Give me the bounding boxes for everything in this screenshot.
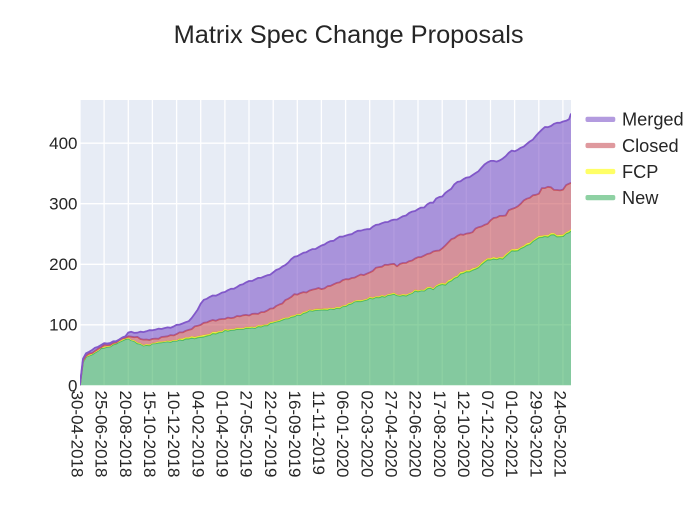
svg-text:20-08-2018: 20-08-2018 <box>116 391 135 478</box>
svg-text:06-01-2020: 06-01-2020 <box>333 391 352 478</box>
svg-text:17-08-2020: 17-08-2020 <box>430 391 449 478</box>
svg-text:01-02-2021: 01-02-2021 <box>502 391 521 478</box>
svg-text:30-04-2018: 30-04-2018 <box>68 391 87 478</box>
svg-text:300: 300 <box>49 195 77 214</box>
svg-text:400: 400 <box>49 134 77 153</box>
svg-text:0: 0 <box>68 376 77 395</box>
svg-text:04-02-2019: 04-02-2019 <box>188 391 207 478</box>
svg-text:Closed: Closed <box>622 136 679 156</box>
svg-text:11-11-2019: 11-11-2019 <box>309 391 328 475</box>
svg-text:02-03-2020: 02-03-2020 <box>357 391 376 478</box>
svg-text:24-05-2021: 24-05-2021 <box>551 391 570 478</box>
svg-text:100: 100 <box>49 316 77 335</box>
svg-text:22-07-2019: 22-07-2019 <box>261 391 280 478</box>
svg-text:Matrix Spec Change Proposals: Matrix Spec Change Proposals <box>174 21 524 49</box>
svg-text:15-10-2018: 15-10-2018 <box>140 391 159 478</box>
svg-text:25-06-2018: 25-06-2018 <box>92 391 111 478</box>
svg-text:200: 200 <box>49 255 77 274</box>
svg-text:07-12-2020: 07-12-2020 <box>478 391 497 478</box>
svg-text:27-05-2019: 27-05-2019 <box>237 391 256 478</box>
svg-text:22-06-2020: 22-06-2020 <box>406 391 425 478</box>
svg-text:29-03-2021: 29-03-2021 <box>526 391 545 478</box>
svg-text:27-04-2020: 27-04-2020 <box>382 391 401 478</box>
svg-text:12-10-2020: 12-10-2020 <box>454 391 473 478</box>
svg-text:01-04-2019: 01-04-2019 <box>213 391 232 478</box>
svg-text:New: New <box>622 188 659 208</box>
svg-text:Merged: Merged <box>622 110 684 130</box>
svg-text:16-09-2019: 16-09-2019 <box>285 391 304 478</box>
svg-text:10-12-2018: 10-12-2018 <box>164 391 183 478</box>
svg-text:FCP: FCP <box>622 162 658 182</box>
